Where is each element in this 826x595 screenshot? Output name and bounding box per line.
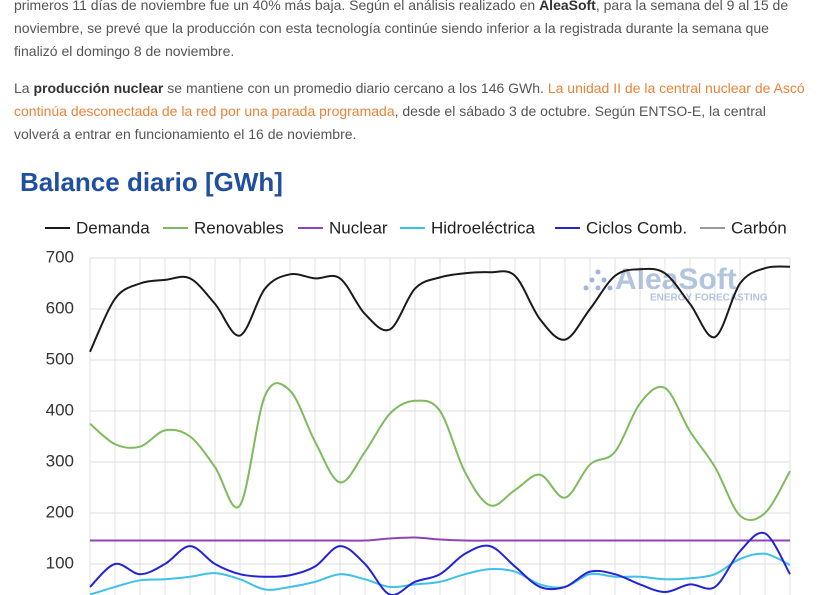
series-line	[89, 265, 791, 353]
article-text: primeros 11 días de noviembre fue un 40%…	[14, 0, 814, 160]
text-run: , desde el sábado 3 de octubre. Según EN…	[14, 103, 766, 142]
link[interactable]: La unidad II de la central nuclear de As…	[14, 80, 805, 119]
legend-label: Demanda	[76, 218, 150, 237]
legend-label: Nuclear	[329, 218, 388, 237]
watermark-dot	[601, 277, 607, 283]
series-line	[89, 531, 791, 595]
watermark-dot	[583, 285, 589, 291]
legend-label: Carbón	[731, 218, 787, 237]
text-run: AleaSoft	[539, 0, 596, 13]
chart: Balance diario [GWh] 100 200 300 400 500 600 7…	[20, 167, 791, 595]
y-tick-label: 700	[46, 247, 74, 266]
watermark-tagline: ENERGY FORECASTING	[650, 293, 768, 304]
series-line	[89, 552, 791, 595]
text-run: , para la semana del 9 al 15 de noviembr…	[14, 0, 789, 59]
y-tick-label: 500	[46, 349, 74, 368]
text-run: primeros 11 días de noviembre fue un 40%…	[14, 0, 540, 13]
legend-label: Ciclos Comb.	[586, 218, 687, 237]
watermark-dot	[607, 285, 613, 291]
paragraph: La producción nuclear se mantiene con un…	[14, 77, 814, 146]
legend-label: Renovables	[194, 218, 284, 237]
text-run: se mantiene con un promedio diario cerca…	[163, 80, 548, 96]
y-tick-label: 600	[46, 298, 74, 317]
text-run: producción nuclear	[33, 80, 164, 96]
y-tick-label: 400	[46, 400, 74, 419]
y-tick-label: 100	[46, 553, 74, 572]
y-tick-label: 200	[46, 502, 74, 521]
y-tick-label: 300	[46, 451, 74, 470]
legend-label: Hidroeléctrica	[431, 218, 535, 237]
watermark-brand: AleaSoft	[615, 263, 737, 296]
watermark-dot	[595, 269, 601, 275]
watermark-dot	[589, 277, 595, 283]
watermark-dot	[595, 285, 601, 291]
text-run: La	[14, 80, 34, 96]
series-line	[89, 536, 790, 542]
series-line	[89, 382, 791, 522]
chart-title: Balance diario [GWh]	[20, 167, 283, 197]
paragraph: primeros 11 días de noviembre fue un 40%…	[14, 0, 814, 63]
